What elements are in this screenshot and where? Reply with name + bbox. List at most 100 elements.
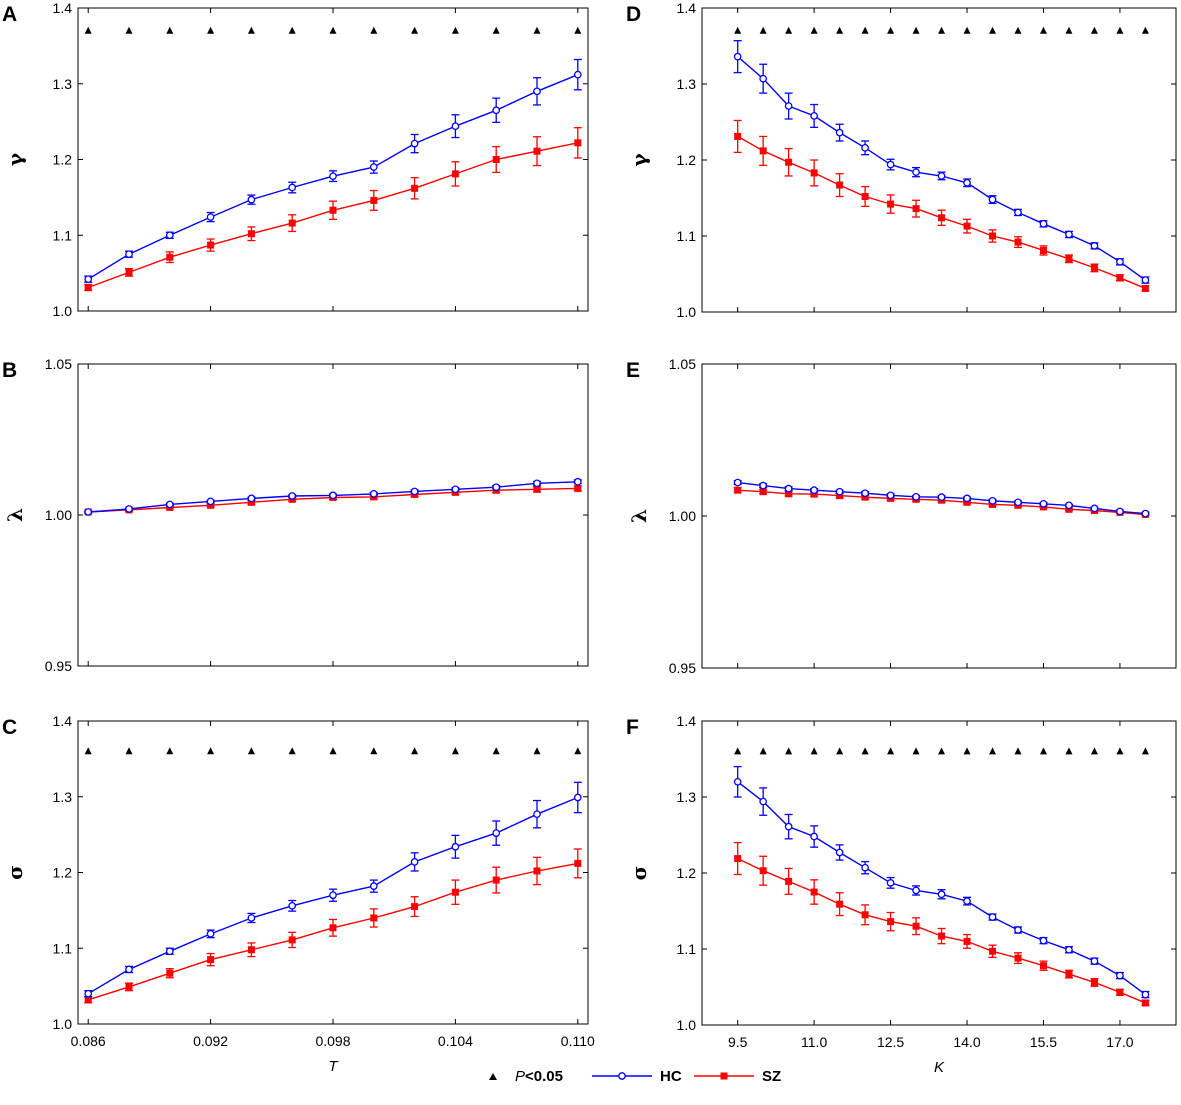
plot-frame <box>701 720 1177 1026</box>
significance-marker <box>125 26 133 34</box>
data-point <box>1116 257 1124 266</box>
data-point <box>785 877 793 885</box>
plot-frame <box>701 363 1177 669</box>
significance-marker <box>288 747 296 755</box>
data-point <box>369 490 378 498</box>
panel-label: A <box>2 3 17 26</box>
data-point <box>733 52 742 61</box>
significance-marker <box>989 747 997 755</box>
significance-marker <box>207 747 215 755</box>
legend-hc-marker <box>618 1072 626 1080</box>
y-tick-label: 1.3 <box>53 76 73 92</box>
chart-panel-d: D 1.0 1.1 1.2 1.3 1.4 γ <box>626 0 1177 320</box>
significance-marker <box>288 26 296 34</box>
data-point <box>166 969 174 977</box>
y-tick-label: 1.1 <box>53 227 73 243</box>
legend-p-symbol: P <box>515 1068 525 1085</box>
data-point <box>810 112 818 120</box>
significance-marker <box>836 747 844 755</box>
series-hc <box>733 478 1150 518</box>
data-point <box>759 147 767 155</box>
significance-marker <box>785 747 793 755</box>
data-point <box>810 169 818 177</box>
data-point <box>166 253 174 261</box>
significance-marker <box>861 26 869 34</box>
data-point <box>1039 219 1048 228</box>
significance-marker <box>836 26 844 34</box>
significance-marker <box>759 747 767 755</box>
y-tick-label: 1.05 <box>45 356 72 372</box>
data-point <box>206 213 215 221</box>
data-point <box>886 160 895 169</box>
data-point <box>887 200 895 208</box>
data-point <box>759 867 767 875</box>
data-point <box>1090 957 1099 966</box>
series-hc <box>84 781 582 998</box>
data-point <box>1090 978 1098 986</box>
data-point <box>492 876 500 884</box>
y-tick-label: 1.3 <box>677 789 697 805</box>
data-point <box>887 918 895 926</box>
data-point <box>835 487 844 496</box>
significance-marker <box>1065 26 1073 34</box>
data-point <box>886 879 895 887</box>
data-point <box>1039 499 1048 508</box>
legend: P<0.05 HC SZ <box>489 1068 781 1085</box>
significance-marker <box>887 26 895 34</box>
y-tick-label: 1.1 <box>677 228 697 244</box>
data-point <box>1014 954 1022 962</box>
x-tick-label: 15.5 <box>1030 1034 1057 1050</box>
data-point <box>1065 970 1073 978</box>
data-point <box>288 183 297 192</box>
data-point <box>329 924 337 932</box>
data-point <box>810 486 818 495</box>
series-sz <box>733 119 1150 292</box>
x-tick-label: 11.0 <box>801 1034 827 1050</box>
significance-marker <box>887 747 895 755</box>
data-point <box>1065 945 1073 954</box>
panel-label: B <box>2 359 17 382</box>
y-tick-label: 1.3 <box>53 789 73 805</box>
significance-marker <box>451 747 459 755</box>
significance-marker <box>411 747 419 755</box>
data-point <box>912 886 920 895</box>
data-point <box>84 996 92 1004</box>
data-point <box>288 219 296 227</box>
data-point <box>125 250 133 259</box>
data-point <box>533 147 541 155</box>
significance-marker <box>938 747 946 755</box>
data-point <box>207 501 215 509</box>
y-tick-label: 1.0 <box>53 1016 73 1032</box>
data-point <box>1090 242 1099 250</box>
y-tick-label: 1.2 <box>677 152 697 168</box>
data-point <box>1090 264 1098 272</box>
significance-marker <box>370 26 378 34</box>
significance-marker <box>1141 747 1149 755</box>
data-point <box>734 486 742 494</box>
chart-panel-c: C 1.0 1.1 1.2 1.3 1.4 0.086 0.092 0.098 0.104 0.11… <box>2 713 595 1075</box>
significance-marker <box>785 26 793 34</box>
data-point <box>938 214 946 222</box>
data-point <box>410 487 419 496</box>
chart-panel-a: A 1.0 1.1 1.2 1.3 1.4 γ <box>2 0 589 319</box>
data-point <box>938 932 946 940</box>
data-point <box>912 922 920 930</box>
data-point <box>1065 230 1073 239</box>
data-point <box>451 485 460 494</box>
significance-marker <box>492 747 500 755</box>
y-tick-label: 1.0 <box>677 304 697 320</box>
data-point <box>411 184 419 192</box>
y-axis-label: λ <box>627 509 651 523</box>
data-point <box>1065 505 1073 513</box>
significance-marker <box>938 26 946 34</box>
data-point <box>912 168 920 177</box>
x-tick-label: 9.5 <box>728 1034 748 1050</box>
y-tick-label: 1.1 <box>53 940 73 956</box>
series-sz <box>84 848 582 1004</box>
significance-marker <box>1014 26 1022 34</box>
data-point <box>369 882 378 890</box>
data-point <box>1090 504 1099 513</box>
data-point <box>937 493 946 502</box>
data-point <box>451 122 460 131</box>
significance-marker <box>1090 26 1098 34</box>
